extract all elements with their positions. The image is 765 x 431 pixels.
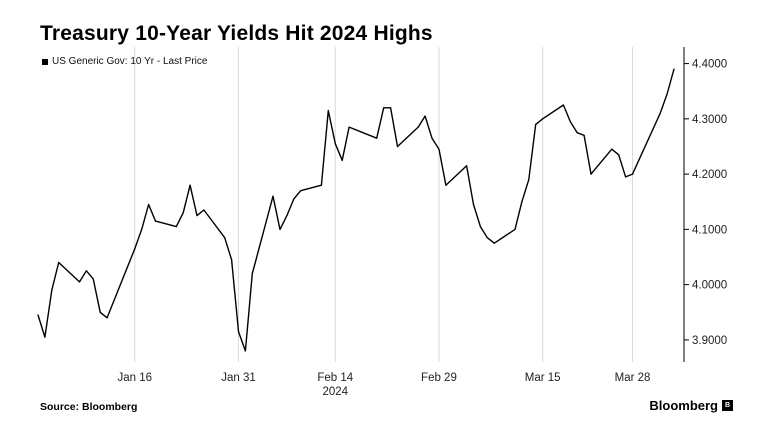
data-point (51, 289, 53, 291)
data-point (272, 195, 274, 197)
series-line-10yr-yield (37, 68, 675, 352)
data-point (389, 107, 392, 109)
data-point (493, 242, 495, 244)
brand-name: Bloomberg (649, 398, 718, 413)
data-point (472, 203, 475, 206)
data-point (237, 331, 240, 333)
data-point (528, 179, 530, 181)
chart-title: Treasury 10-Year Yields Hit 2024 Highs (40, 22, 433, 45)
data-point (58, 261, 60, 264)
data-point (106, 317, 108, 319)
data-point (44, 336, 46, 338)
data-point (78, 281, 81, 283)
x-tick-label: Feb 14 (317, 372, 353, 384)
data-point (230, 259, 233, 261)
data-point (417, 126, 419, 128)
brand-logo: Bloomberg B (649, 398, 733, 413)
data-point (92, 278, 94, 280)
x-tick-label: Mar 15 (525, 372, 561, 384)
data-point (666, 93, 668, 95)
x-tick-label: Jan 31 (221, 372, 256, 384)
data-point (521, 201, 523, 203)
y-tick-label: 4.4000 (692, 59, 727, 71)
y-tick-label: 4.2000 (692, 169, 727, 181)
data-point (320, 184, 323, 186)
data-point (141, 228, 143, 230)
data-point (99, 311, 101, 313)
data-point (203, 209, 205, 211)
data-point (625, 176, 627, 178)
data-point (438, 148, 440, 150)
data-point (424, 115, 426, 117)
data-point (182, 212, 184, 214)
data-point (376, 137, 378, 139)
x-year-label: 2024 (322, 386, 348, 398)
data-point (85, 270, 87, 272)
data-point (659, 112, 661, 114)
data-point (583, 134, 585, 137)
chart-legend: US Generic Gov: 10 Yr - Last Price (42, 56, 207, 67)
data-point (535, 123, 537, 125)
y-tick-label: 4.0000 (692, 280, 727, 292)
data-point (189, 184, 191, 186)
data-point (466, 165, 468, 167)
legend-swatch (42, 58, 48, 65)
y-tick-label: 4.1000 (692, 224, 727, 236)
data-point (286, 214, 288, 217)
data-point (244, 350, 246, 352)
data-point (154, 220, 157, 222)
bloomberg-b-icon: B (722, 400, 733, 411)
data-point (196, 214, 198, 217)
data-point (673, 68, 675, 70)
data-point (569, 121, 571, 123)
data-point (148, 203, 150, 206)
y-tick-label: 4.3000 (692, 114, 727, 126)
data-point (590, 173, 592, 175)
source-note: Source: Bloomberg (40, 401, 138, 413)
data-point (631, 173, 634, 175)
data-point (396, 145, 399, 148)
y-tick-label: 3.9000 (692, 335, 727, 347)
data-point (562, 104, 564, 106)
data-point (431, 137, 433, 139)
data-point (175, 226, 177, 228)
data-point (251, 272, 253, 275)
x-tick-label: Feb 29 (421, 372, 457, 384)
data-point (383, 107, 385, 109)
data-point (445, 184, 447, 186)
data-point (486, 237, 488, 239)
data-point (224, 237, 226, 239)
data-point (479, 226, 482, 228)
data-point (618, 154, 620, 156)
x-tick-label: Jan 16 (118, 372, 153, 384)
data-point (293, 198, 295, 200)
data-point (576, 132, 578, 134)
data-point (279, 228, 281, 230)
data-point (542, 118, 544, 120)
data-point (341, 159, 343, 161)
data-point (300, 190, 302, 192)
data-point (37, 314, 39, 316)
x-tick-label: Mar 28 (615, 372, 651, 384)
data-point (611, 148, 613, 150)
data-point (134, 248, 136, 250)
legend-label: US Generic Gov: 10 Yr - Last Price (52, 56, 208, 67)
data-point (334, 143, 336, 145)
data-point (327, 109, 329, 112)
data-point (348, 126, 350, 128)
data-point (514, 228, 516, 230)
